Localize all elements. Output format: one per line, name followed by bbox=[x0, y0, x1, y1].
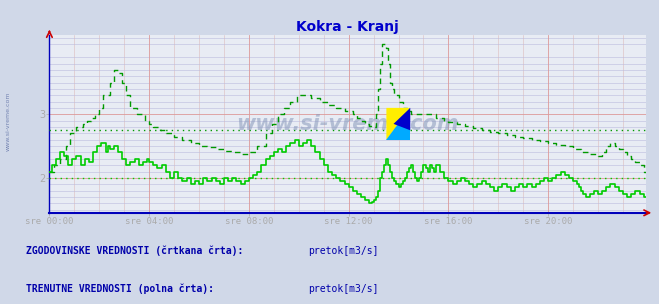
Polygon shape bbox=[386, 108, 411, 140]
Polygon shape bbox=[386, 108, 411, 140]
Text: ZGODOVINSKE VREDNOSTI (črtkana črta):: ZGODOVINSKE VREDNOSTI (črtkana črta): bbox=[26, 246, 244, 256]
Text: www.si-vreme.com: www.si-vreme.com bbox=[237, 114, 459, 134]
Polygon shape bbox=[393, 108, 411, 130]
Text: pretok[m3/s]: pretok[m3/s] bbox=[308, 284, 379, 294]
Text: pretok[m3/s]: pretok[m3/s] bbox=[308, 246, 379, 256]
Text: www.si-vreme.com: www.si-vreme.com bbox=[5, 92, 11, 151]
Title: Kokra - Kranj: Kokra - Kranj bbox=[297, 20, 399, 34]
Text: TRENUTNE VREDNOSTI (polna črta):: TRENUTNE VREDNOSTI (polna črta): bbox=[26, 284, 214, 294]
